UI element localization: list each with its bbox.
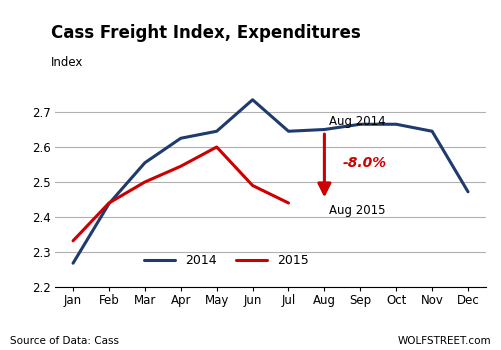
- 2014: [213, 129, 219, 133]
- 2014: [249, 98, 256, 102]
- 2014: [286, 129, 292, 133]
- 2014: [70, 261, 76, 265]
- Text: WOLFSTREET.com: WOLFSTREET.com: [397, 336, 491, 346]
- Text: Aug 2015: Aug 2015: [329, 204, 385, 217]
- 2014: [429, 129, 435, 133]
- 2015: [70, 239, 76, 243]
- Text: Source of Data: Cass: Source of Data: Cass: [10, 336, 119, 346]
- 2014: [465, 190, 471, 194]
- 2014: [393, 122, 399, 126]
- 2015: [142, 180, 148, 184]
- Legend: 2014, 2015: 2014, 2015: [139, 249, 314, 272]
- 2014: [321, 127, 327, 132]
- 2015: [106, 201, 112, 205]
- Line: 2015: 2015: [73, 147, 289, 241]
- Line: 2014: 2014: [73, 100, 468, 263]
- Text: Index: Index: [51, 56, 83, 69]
- 2015: [213, 145, 219, 149]
- 2014: [142, 161, 148, 165]
- 2014: [178, 136, 184, 140]
- 2015: [178, 164, 184, 168]
- 2014: [106, 202, 112, 206]
- 2014: [357, 122, 363, 126]
- Text: Aug 2014: Aug 2014: [329, 116, 385, 128]
- Text: Cass Freight Index, Expenditures: Cass Freight Index, Expenditures: [51, 24, 361, 42]
- Text: -8.0%: -8.0%: [342, 156, 386, 170]
- 2015: [286, 201, 292, 205]
- 2015: [249, 183, 256, 188]
